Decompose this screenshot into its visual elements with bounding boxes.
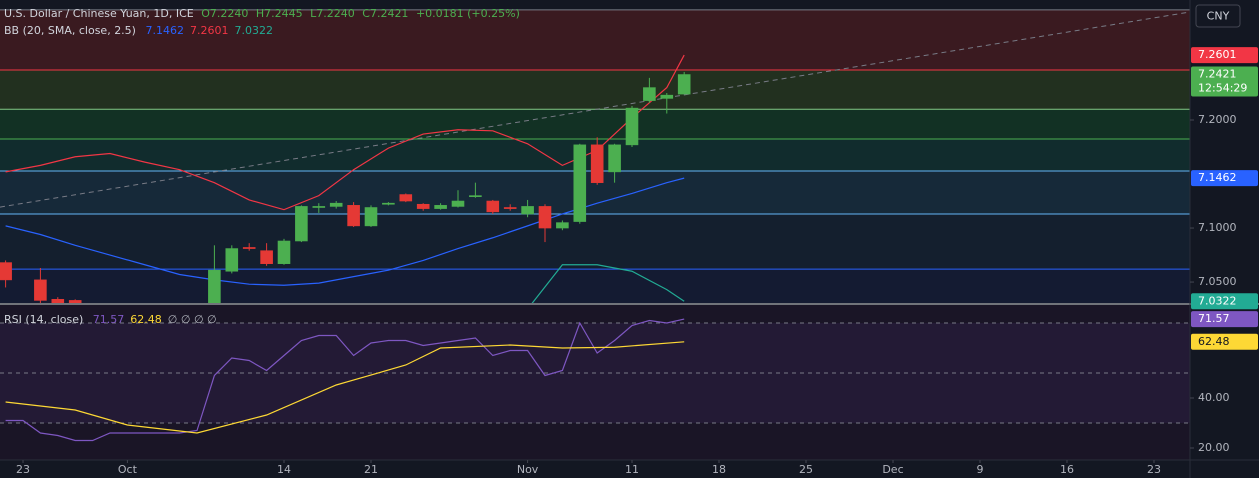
- candle-body: [51, 299, 65, 303]
- indicator-value: 7.2601: [190, 24, 229, 37]
- rsi-value: 71.57: [93, 313, 125, 326]
- ohlc-close: C7.2421: [362, 7, 408, 20]
- candle-body: [677, 74, 691, 95]
- rsi-y-tick-label: 20.00: [1198, 441, 1230, 454]
- candle-body: [660, 94, 674, 99]
- rsi-symbols: ∅ ∅ ∅ ∅: [168, 313, 217, 326]
- candle-body: [608, 144, 621, 173]
- candle-body: [434, 205, 447, 209]
- rsi-name: RSI (14, close): [4, 313, 83, 326]
- ohlc-low: L7.2240: [310, 7, 355, 20]
- x-tick-label: Dec: [882, 463, 903, 476]
- rsi-value: 62.48: [130, 313, 162, 326]
- candle-body: [312, 206, 326, 208]
- candle-body: [242, 247, 256, 249]
- rsi-y-tick-label: 40.00: [1198, 391, 1230, 404]
- price-label: 62.48: [1198, 335, 1230, 348]
- rsi-line: [5, 341, 685, 434]
- ohlc-open: O7.2240: [201, 7, 248, 20]
- candle-body: [643, 87, 656, 101]
- candle-body: [538, 206, 552, 229]
- price-label: 71.57: [1198, 312, 1230, 325]
- candle-body: [573, 144, 587, 222]
- rsi-legend: RSI (14, close) 71.57 62.48 ∅ ∅ ∅ ∅: [4, 313, 217, 326]
- x-tick-label: 14: [277, 463, 291, 476]
- candle-body: [590, 144, 604, 183]
- price-label-bg: [1191, 293, 1258, 310]
- price-label-bg: [1191, 66, 1258, 97]
- symbol-title: U.S. Dollar / Chinese Yuan, 1D, ICE: [4, 7, 194, 20]
- ohlc-high: H7.2445: [256, 7, 303, 20]
- price-label-bg: [1191, 47, 1258, 64]
- candle-body: [503, 207, 517, 209]
- candle-body: [399, 194, 413, 202]
- x-tick-label: 21: [364, 463, 378, 476]
- level-band: [0, 269, 1190, 303]
- price-label: 7.2601: [1198, 48, 1237, 61]
- indicator-name: BB (20, SMA, close, 2.5): [4, 24, 136, 37]
- x-tick-label: 11: [625, 463, 639, 476]
- currency-button[interactable]: [1195, 4, 1241, 28]
- x-tick-label: Oct: [118, 463, 138, 476]
- currency-label: CNY: [1207, 10, 1230, 23]
- price-label-bg: [1191, 170, 1258, 187]
- ohlc-change: +0.0181 (+0.25%): [416, 7, 520, 20]
- candle-body: [68, 300, 82, 303]
- price-label: 7.2421: [1198, 68, 1237, 81]
- price-label-bg: [1191, 333, 1258, 350]
- countdown-label: 12:54:29: [1198, 82, 1247, 95]
- candle-body: [329, 202, 343, 207]
- candle-body: [364, 207, 378, 227]
- candle-body: [469, 195, 482, 198]
- x-tick-label: 18: [712, 463, 726, 476]
- level-band: [0, 9, 1190, 70]
- candle-body: [625, 107, 639, 146]
- candle-body: [277, 240, 291, 264]
- price-label: 7.0322: [1198, 294, 1237, 307]
- price-pane: [0, 9, 1190, 303]
- candle-body: [416, 203, 430, 209]
- y-tick-label: 7.1000: [1198, 221, 1237, 234]
- candle-body: [34, 279, 47, 301]
- candle-body: [295, 206, 308, 242]
- candle-body: [556, 222, 569, 229]
- x-tick-label: 9: [976, 463, 983, 476]
- candle-body: [486, 200, 500, 213]
- level-band: [0, 213, 1190, 270]
- x-tick-label: 16: [1060, 463, 1074, 476]
- level-band: [0, 109, 1190, 140]
- y-tick-label: 7.0500: [1198, 275, 1237, 288]
- level-band: [0, 69, 1190, 110]
- indicator-value: 7.0322: [234, 24, 273, 37]
- candle-body: [208, 269, 221, 303]
- header-line: U.S. Dollar / Chinese Yuan, 1D, ICE O7.2…: [4, 7, 520, 20]
- candle-body: [382, 202, 395, 205]
- candle-body: [0, 262, 12, 281]
- rsi-line: [5, 318, 685, 442]
- price-label: 7.1462: [1198, 171, 1237, 184]
- candle-body: [347, 205, 360, 227]
- y-tick-label: 7.2000: [1198, 113, 1237, 126]
- bollinger-line: [531, 264, 685, 303]
- indicator-legend: BB (20, SMA, close, 2.5) 7.1462 7.2601 7.0…: [4, 24, 273, 37]
- x-tick-label: 23: [1147, 463, 1161, 476]
- axes: 7.0500 7.1000 7.2000 20.00 40.00 23 Oct 14 21 Nov…: [16, 113, 1236, 476]
- candle-body: [225, 248, 239, 272]
- x-tick-label: 25: [799, 463, 813, 476]
- indicator-value: 7.1462: [145, 24, 184, 37]
- x-tick-label: Nov: [517, 463, 539, 476]
- rsi-pane: [0, 305, 1190, 460]
- trend-line: [0, 11, 1190, 208]
- candle-body: [260, 250, 273, 264]
- candle-body: [451, 200, 465, 207]
- x-tick-label: 23: [16, 463, 30, 476]
- price-label-bg: [1191, 311, 1258, 328]
- candle-body: [521, 206, 534, 215]
